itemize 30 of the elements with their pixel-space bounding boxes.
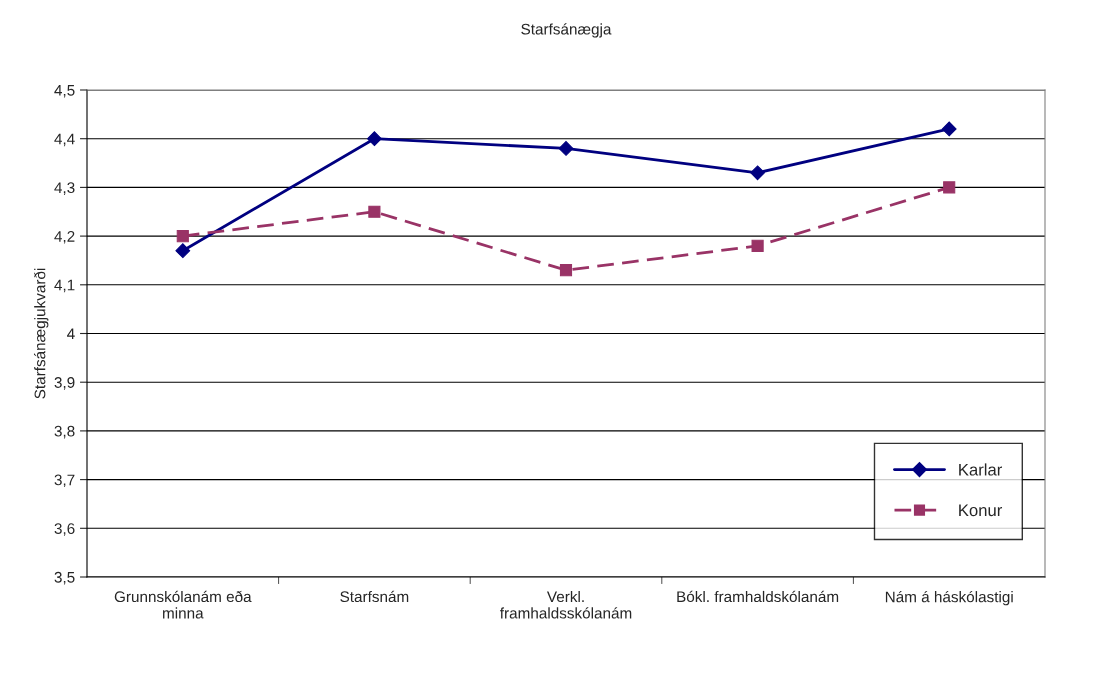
x-tick-label: Nám á háskólastigi bbox=[885, 590, 1013, 606]
y-tick-label: 4,4 bbox=[54, 133, 75, 147]
y-tick-label: 4,1 bbox=[54, 279, 75, 293]
point bbox=[750, 165, 765, 181]
y-tick-label: 4 bbox=[67, 328, 75, 340]
y-axis-title: Starfsánægjukvarði bbox=[33, 268, 49, 399]
chart-title: Starfsánægja bbox=[521, 23, 612, 38]
y-tick-label: 4,5 bbox=[54, 85, 75, 98]
point bbox=[175, 243, 191, 259]
point bbox=[751, 239, 764, 252]
x-tick-label: Bókl. framhaldskólanám bbox=[677, 590, 839, 603]
y-tick-label: 4,2 bbox=[54, 230, 75, 244]
point bbox=[943, 181, 956, 194]
y-tick-label: 3,8 bbox=[54, 425, 75, 439]
point bbox=[176, 230, 189, 243]
x-tick-label: Grunnskólanám eða minna bbox=[114, 590, 252, 619]
point bbox=[559, 264, 573, 277]
point bbox=[941, 121, 957, 137]
y-tick-label: 3,6 bbox=[54, 523, 75, 536]
point bbox=[368, 205, 381, 218]
point bbox=[558, 141, 574, 156]
legend-label: Karlar bbox=[959, 463, 1003, 476]
legend-label: Konur bbox=[959, 504, 1003, 517]
x-tick-label: Verkl. framhaldsskólanám bbox=[499, 590, 632, 619]
x-tick-label: Starfsnám bbox=[340, 590, 409, 603]
point bbox=[367, 131, 382, 147]
y-tick-label: 3,5 bbox=[54, 571, 75, 585]
y-tick-label: 3,7 bbox=[54, 474, 75, 488]
y-tick-label: 3,9 bbox=[54, 377, 75, 390]
y-tick-label: 4,3 bbox=[54, 182, 75, 195]
